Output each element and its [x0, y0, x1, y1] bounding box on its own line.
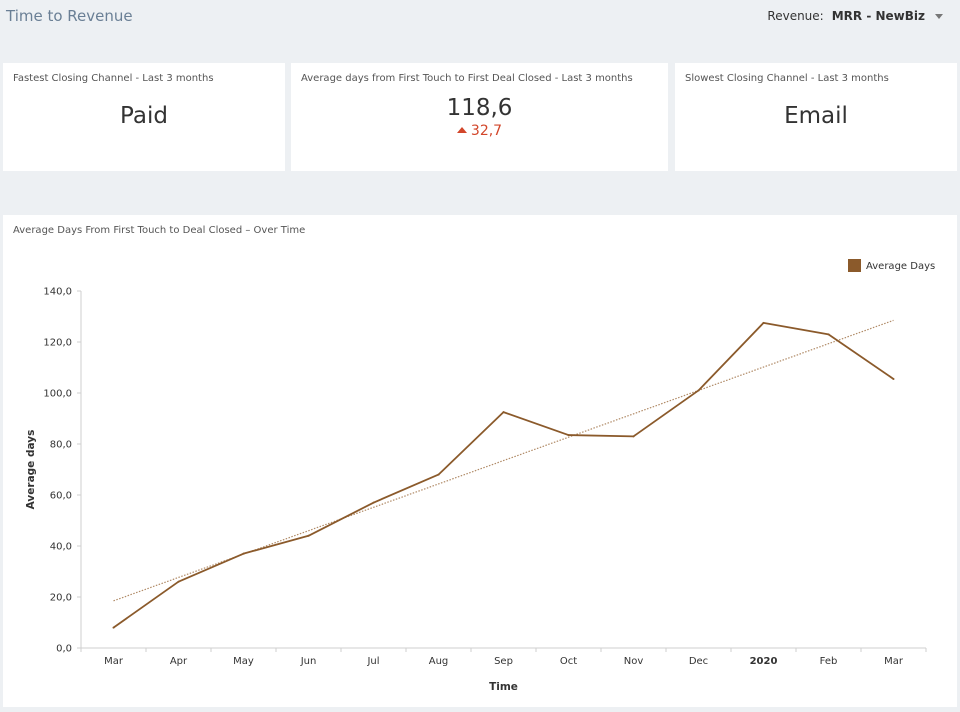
x-tick-label: Jun [300, 656, 317, 667]
line-chart: 0,0 20,0 40,0 60,0 80,0 100,0 120,0 140,0 Mar Apr… [25, 259, 935, 693]
data-point [892, 377, 895, 380]
y-tick-label: 60,0 [50, 491, 72, 502]
data-point [372, 501, 375, 504]
card-title: Slowest Closing Channel - Last 3 months [685, 73, 889, 84]
slowest-channel-card: Slowest Closing Channel - Last 3 months … [675, 63, 957, 171]
triangle-up-icon [456, 127, 467, 133]
delta-value: 32,7 [470, 123, 503, 139]
y-tick-label: 80,0 [50, 440, 72, 451]
delta-indicator: 32,7 [291, 123, 668, 139]
x-tick-label: Aug [429, 656, 449, 667]
card-value: Paid [120, 103, 168, 129]
average-days-card: Average days from First Touch to First D… [291, 63, 668, 171]
data-point [567, 434, 570, 437]
y-tick-label: 40,0 [50, 542, 72, 553]
legend-label: Average Days [866, 261, 935, 272]
data-point [437, 473, 440, 476]
trend-chart-card: Average Days From First Touch to Deal Cl… [3, 215, 957, 707]
x-tick-label: Nov [624, 656, 644, 667]
data-point [502, 411, 505, 414]
series-line [112, 321, 895, 629]
card-title: Fastest Closing Channel - Last 3 months [13, 73, 214, 84]
data-point [762, 321, 765, 324]
card-title: Average days from First Touch to First D… [301, 73, 633, 84]
data-point [632, 435, 635, 438]
revenue-filter-label: Revenue: [767, 9, 824, 23]
y-tick-label: 140,0 [43, 287, 72, 298]
revenue-filter-dropdown[interactable]: Revenue: MRR - NewBiz [767, 9, 943, 23]
card-value: Email [784, 103, 848, 129]
y-tick-label: 20,0 [50, 593, 72, 604]
data-point [827, 333, 830, 336]
x-tick-label: May [233, 656, 254, 667]
fastest-channel-card: Fastest Closing Channel - Last 3 months … [3, 63, 285, 171]
x-tick-label: Dec [689, 656, 708, 667]
x-tick-label: Apr [170, 656, 188, 667]
x-tick-label: Feb [820, 656, 838, 667]
y-axis-label: Average days [25, 430, 37, 510]
x-tick-label: Mar [884, 656, 904, 667]
card-value: 118,6 [446, 95, 513, 121]
chart-title: Average Days From First Touch to Deal Cl… [13, 225, 306, 236]
y-tick-label: 0,0 [56, 644, 72, 655]
y-tick-label: 100,0 [43, 389, 72, 400]
legend-swatch [848, 259, 861, 272]
x-tick-label: Sep [494, 656, 513, 667]
data-point [177, 580, 180, 583]
data-point [307, 534, 310, 537]
data-point [112, 626, 115, 629]
data-point [697, 389, 700, 392]
x-axis-label: Time [489, 681, 518, 693]
page-title: Time to Revenue [6, 7, 133, 25]
revenue-filter-value: MRR - NewBiz [831, 9, 925, 23]
x-tick-label: Jul [366, 656, 379, 667]
x-tick-label: Oct [560, 656, 577, 667]
x-tick-label: 2020 [750, 656, 778, 667]
y-tick-label: 120,0 [43, 338, 72, 349]
x-tick-label: Mar [104, 656, 124, 667]
data-point [242, 552, 245, 555]
chevron-down-icon [935, 13, 943, 19]
